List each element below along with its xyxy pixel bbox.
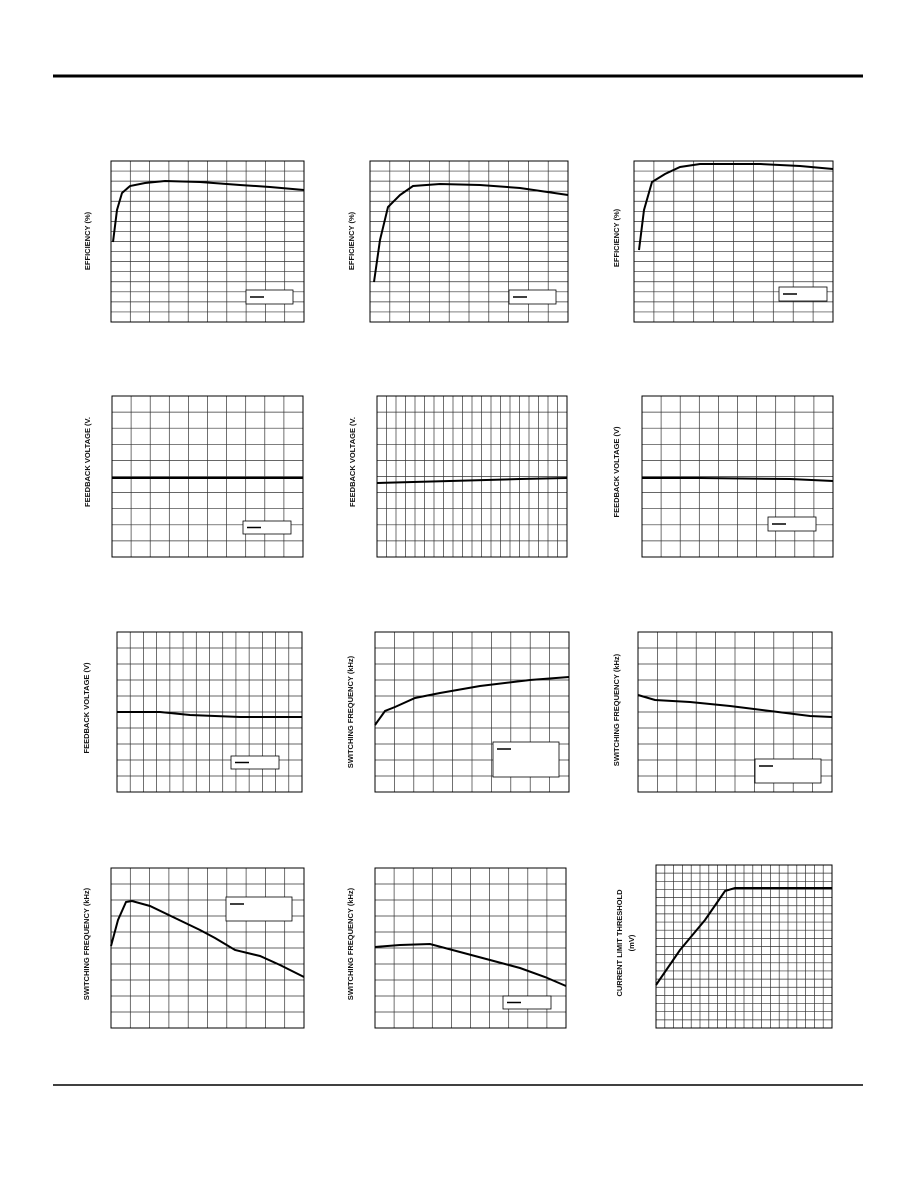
plot-frame <box>633 160 834 323</box>
curve <box>637 694 833 718</box>
y-axis-label: FEEDBACK VOLTAGE (V. <box>83 417 92 507</box>
curve <box>642 477 834 482</box>
plot-frame <box>655 864 833 1029</box>
y-axis-label: EFFICIENCY (%) <box>83 211 92 270</box>
curve <box>374 942 567 987</box>
curve <box>110 899 305 978</box>
curve <box>638 163 834 251</box>
y-axis-label: CURRENT LIMIT THRESHOLD <box>615 889 624 997</box>
legend-box <box>230 755 280 770</box>
plot-frame <box>374 631 570 793</box>
legend-box <box>502 995 552 1010</box>
curve <box>655 887 832 986</box>
legend-box <box>492 741 560 778</box>
plot-frame <box>111 395 304 558</box>
curve <box>374 676 570 726</box>
plot-frame <box>374 867 567 1029</box>
y-axis-label: SWITCHING FREQUENCY (kHz) <box>346 887 355 1000</box>
plot-frame <box>110 160 305 323</box>
y-axis-label: FEEDBACK VOLTAGE (V. <box>348 417 357 507</box>
curve <box>373 182 569 283</box>
plot-frame <box>369 160 569 323</box>
legend-box <box>245 289 294 305</box>
curve <box>112 179 305 243</box>
plot-frame <box>110 867 305 1029</box>
legend-box <box>508 289 557 305</box>
plot-frame <box>637 631 833 793</box>
curve <box>117 711 302 718</box>
legend-box <box>242 520 292 535</box>
y-axis-label: SWITCHING FREQUENCY (kHz) <box>612 653 621 766</box>
y-axis-label: SWITCHING FREQUENCY (kHz) <box>82 887 91 1000</box>
plot-frame <box>376 395 568 558</box>
y-axis-label: (mV) <box>627 934 636 951</box>
y-axis-label: SWITCHING FREQUENCY (kHz) <box>346 655 355 768</box>
legend-box <box>225 896 293 922</box>
y-axis-label: EFFICIENCY (%) <box>347 211 356 270</box>
plot-frame <box>641 395 834 558</box>
curve <box>376 477 568 484</box>
legend-box <box>778 286 828 302</box>
y-axis-label: FEEDBACK VOLTAGE (V) <box>82 662 91 753</box>
y-axis-label: FEEDBACK VOLTAGE (V) <box>612 426 621 517</box>
y-axis-label: EFFICIENCY (%) <box>612 208 621 267</box>
legend-box <box>754 758 822 784</box>
legend-box <box>767 516 817 532</box>
